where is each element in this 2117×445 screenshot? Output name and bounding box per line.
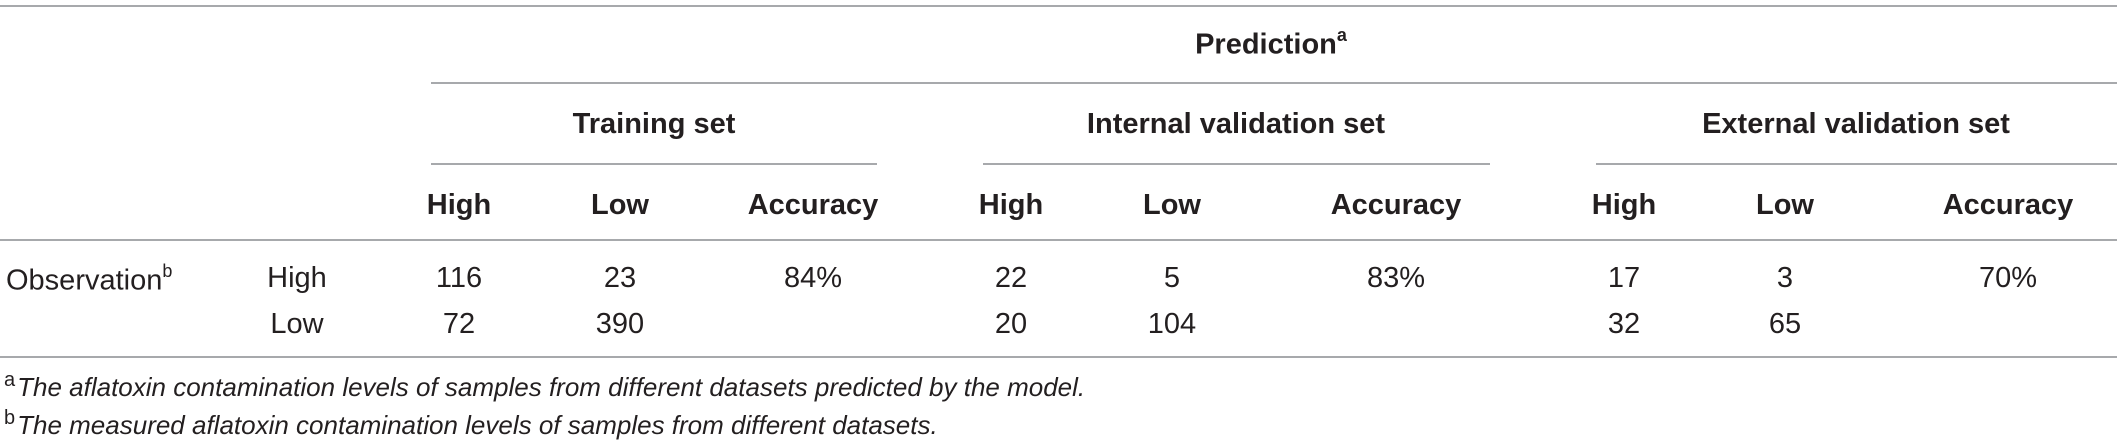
table-cell: 20: [994, 308, 1028, 340]
table-cell: 104: [1147, 308, 1197, 340]
table-cell: 84%: [783, 262, 843, 294]
table-cell: 83%: [1366, 262, 1426, 294]
group-header-internal-validation-set: Internal validation set: [1086, 108, 1386, 140]
column-header: Accuracy: [747, 189, 879, 221]
table-bottom-rule: [0, 356, 2117, 358]
column-header: High: [978, 189, 1044, 221]
column-header: Low: [591, 189, 649, 221]
footnote-mark: a: [4, 369, 16, 391]
column-header: Accuracy: [1942, 189, 2074, 221]
table-cell: 70%: [1978, 262, 2038, 294]
table-cell: 72: [442, 308, 476, 340]
table-cell: 17: [1607, 262, 1641, 294]
footnote-text: The aflatoxin contamination levels of sa…: [17, 372, 1086, 402]
external-validation-underline: [1596, 163, 2117, 165]
group-header-training-set: Training set: [572, 108, 736, 140]
column-header: Low: [1756, 189, 1814, 221]
table-cell: 390: [595, 308, 645, 340]
row-class-label: High: [267, 262, 327, 294]
prediction-footnote-mark: a: [1336, 25, 1347, 45]
column-header: Low: [1143, 189, 1201, 221]
top-rule: [0, 5, 2117, 7]
footnote-a: aThe aflatoxin contamination levels of s…: [4, 370, 1086, 402]
table-cell: 5: [1163, 262, 1181, 294]
table-cell: 22: [994, 262, 1028, 294]
prediction-header: Predictiona: [1195, 25, 1347, 61]
observation-footnote-mark: b: [162, 261, 173, 281]
footnote-mark: b: [4, 407, 16, 429]
footnote-text: The measured aflatoxin contamination lev…: [17, 410, 938, 440]
table-cell: 32: [1607, 308, 1641, 340]
column-header: High: [1591, 189, 1657, 221]
row-class-label: Low: [270, 308, 324, 340]
observation-label: Observationb: [6, 261, 173, 297]
prediction-underline: [431, 82, 2117, 84]
table-cell: 65: [1768, 308, 1802, 340]
column-header: High: [426, 189, 492, 221]
footnote-b: bThe measured aflatoxin contamination le…: [4, 408, 938, 440]
table-cell: 116: [435, 262, 483, 294]
table-cell: 3: [1776, 262, 1794, 294]
header-bottom-rule: [0, 239, 2117, 241]
internal-validation-underline: [983, 163, 1490, 165]
table-cell: 23: [603, 262, 637, 294]
group-header-external-validation-set: External validation set: [1702, 108, 2010, 140]
column-header: Accuracy: [1330, 189, 1462, 221]
training-set-underline: [431, 163, 877, 165]
